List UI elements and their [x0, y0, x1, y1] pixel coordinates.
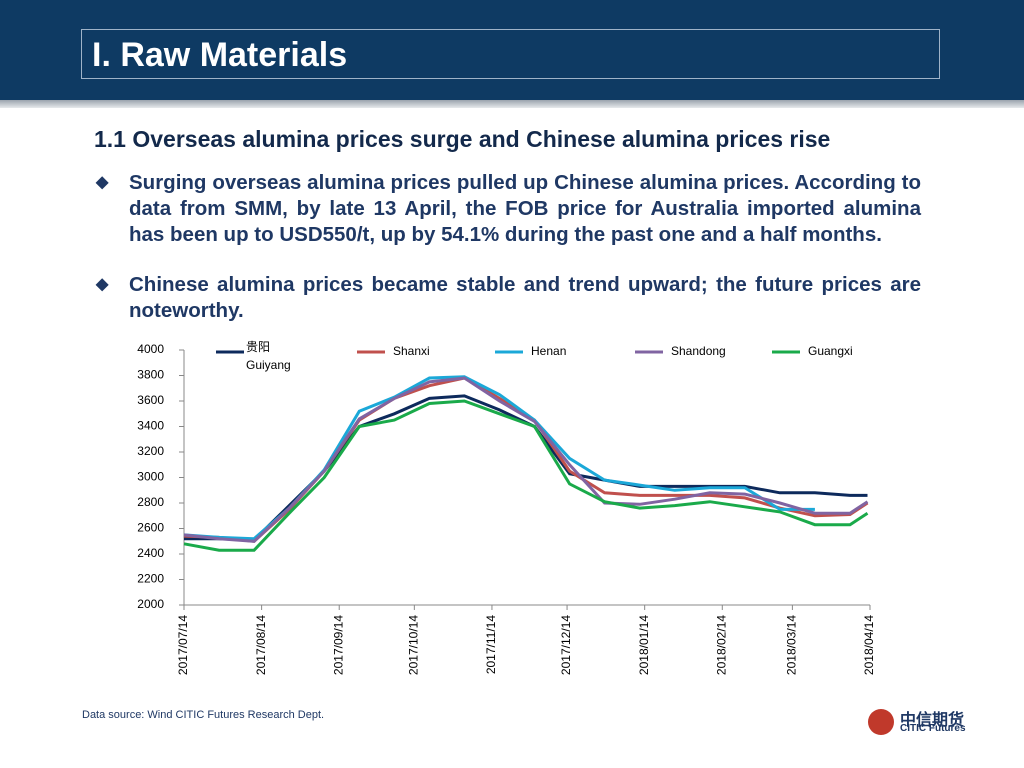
- x-tick-label: 2018/02/14: [714, 615, 728, 675]
- header: I. Raw Materials: [0, 0, 1024, 100]
- bullet-text: Surging overseas alumina prices pulled u…: [129, 171, 921, 246]
- y-tick-label: 2000: [137, 597, 164, 611]
- x-tick-label: 2017/07/14: [176, 615, 190, 675]
- bullet-text: Chinese alumina prices became stable and…: [129, 273, 921, 322]
- title-box: I. Raw Materials: [81, 29, 940, 79]
- y-tick-label: 3000: [137, 470, 164, 484]
- bullet: ◆ Surging overseas alumina prices pulled …: [96, 171, 921, 246]
- title: I. Raw Materials: [92, 36, 348, 74]
- series-line: [183, 376, 869, 543]
- x-tick-label: 2018/04/14: [862, 615, 876, 675]
- x-tick-label: 2018/03/14: [785, 615, 799, 675]
- x-tick-label: 2017/08/14: [254, 615, 268, 675]
- legend-label: Henan: [531, 344, 566, 358]
- legend-label: Shanxi: [393, 344, 430, 358]
- x-tick-label: 2017/12/14: [559, 615, 573, 675]
- divider: [0, 100, 1024, 108]
- x-tick-label: 2017/11/14: [484, 615, 498, 674]
- y-tick-label: 2400: [137, 546, 164, 560]
- bullet: ◆ Chinese alumina prices became stable an…: [96, 273, 921, 322]
- y-tick-label: 3200: [137, 444, 164, 458]
- section-title: 1.1 Overseas alumina prices surge and Ch…: [94, 126, 831, 152]
- y-tick-label: 2600: [137, 521, 164, 535]
- y-tick-label: 2200: [137, 572, 164, 586]
- y-tick-label: 3600: [137, 393, 164, 407]
- logo-en: CITIC Futures: [900, 723, 966, 734]
- legend-label-zh: 贵阳: [246, 340, 270, 354]
- y-tick-label: 3800: [137, 368, 164, 382]
- legend-label: Shandong: [671, 344, 726, 358]
- x-tick-label: 2017/10/14: [407, 615, 421, 675]
- y-tick-label: 2800: [137, 495, 164, 509]
- x-tick-label: 2017/09/14: [331, 615, 345, 675]
- y-tick-label: 3400: [137, 419, 164, 433]
- x-tick-label: 2018/01/14: [637, 615, 651, 675]
- legend-label: Guiyang: [246, 358, 291, 372]
- logo-mark: [868, 709, 894, 735]
- logo-zh: 中信期货: [900, 712, 965, 729]
- legend-label: Guangxi: [808, 344, 853, 358]
- y-tick-label: 4000: [137, 342, 164, 356]
- series-line: [183, 399, 869, 552]
- source: Data source: Wind CITIC Futures Research…: [82, 709, 325, 721]
